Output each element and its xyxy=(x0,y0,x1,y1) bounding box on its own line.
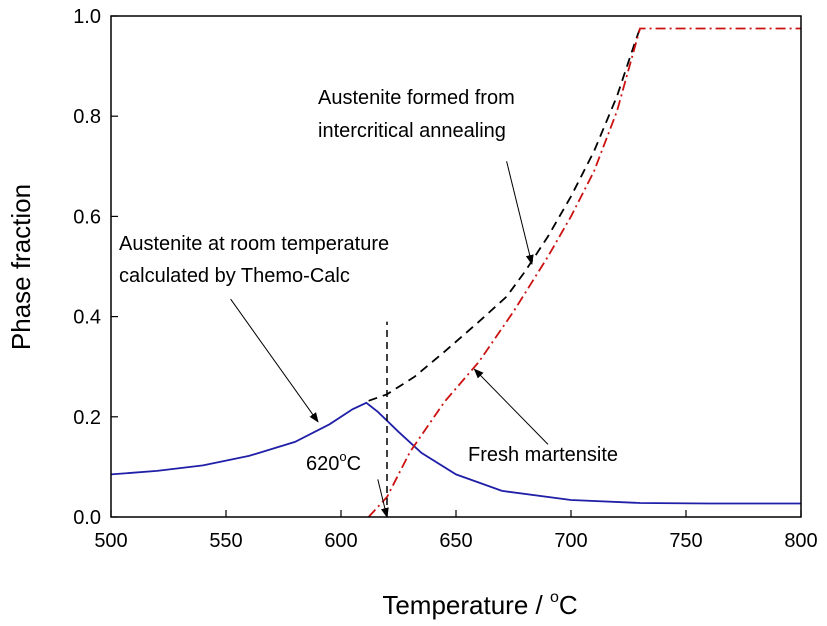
x-tick-label: 750 xyxy=(669,530,702,552)
y-tick-label: 0.0 xyxy=(73,507,101,529)
annotation-text-a2: Austenite at room temperature xyxy=(119,233,389,255)
x-axis-title-unit: C xyxy=(559,590,578,620)
series-line-intercritical_austenite xyxy=(368,28,641,402)
annotation-620c: 620oC xyxy=(306,449,361,475)
series-line-fresh_martensite xyxy=(367,27,801,518)
y-axis-title: Phase fraction xyxy=(6,184,36,350)
x-tick-label: 700 xyxy=(554,530,587,552)
y-tick-label: 0.4 xyxy=(73,307,101,329)
x-tick-label: 550 xyxy=(209,530,242,552)
y-tick-label: 0.8 xyxy=(73,106,101,128)
tick-layer: 500 550 600 650 700 750 800 0.0 0.2 0.4 0.6 0.8 1.0 xyxy=(73,6,818,552)
annotation-620c-degree: o xyxy=(339,449,346,464)
annotation-layer: Austenite formed from intercritical annea… xyxy=(119,87,618,518)
x-tick-label: 600 xyxy=(324,530,357,552)
x-tick-label: 500 xyxy=(94,530,127,552)
x-axis-title: Temperature / oC xyxy=(382,589,577,620)
y-tick-label: 0.2 xyxy=(73,407,101,429)
series-line-room_temp_austenite xyxy=(110,401,801,505)
annotation-arrow-a4 xyxy=(377,479,389,518)
x-tick-label: 650 xyxy=(439,530,472,552)
x-tick-label: 800 xyxy=(784,530,817,552)
y-tick-label: 1.0 xyxy=(73,6,101,28)
annotation-arrow-a1 xyxy=(506,161,534,265)
annotation-620c-value: 620 xyxy=(306,453,339,475)
series-layer xyxy=(110,27,801,518)
annotation-text-a1: Austenite formed from xyxy=(318,87,515,109)
annotation-arrow-a2 xyxy=(230,298,319,423)
annotation-620c-unit: C xyxy=(347,453,361,475)
annotation-text-a2: calculated by Themo-Calc xyxy=(119,265,350,287)
annotation-arrow-a3 xyxy=(473,368,549,445)
annotation-text-a1: intercritical annealing xyxy=(318,120,506,142)
x-axis-title-text: Temperature / xyxy=(382,590,550,620)
x-axis-title-degree: o xyxy=(550,589,559,606)
y-tick-label: 0.6 xyxy=(73,206,101,228)
annotation-text-a3: Fresh martensite xyxy=(468,444,618,466)
